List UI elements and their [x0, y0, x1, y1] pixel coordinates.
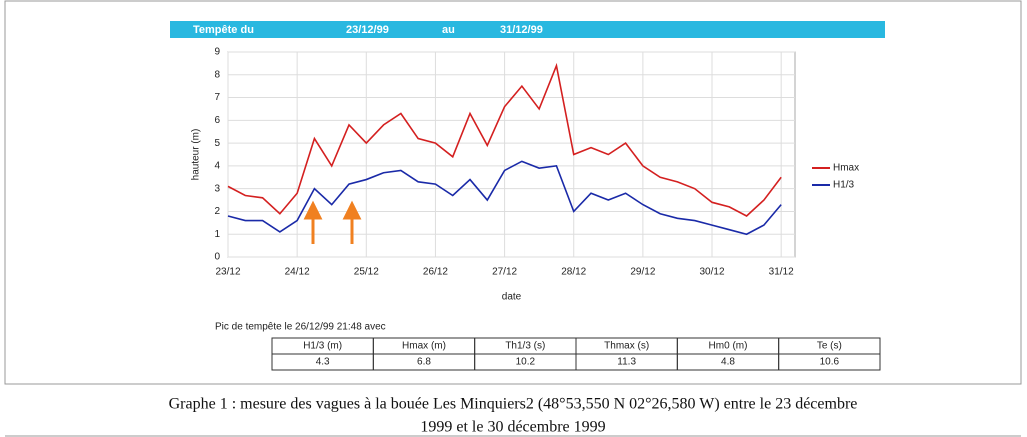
- table-text: H1/3 (m): [303, 341, 342, 352]
- header-end: 31/12/99: [500, 24, 543, 36]
- table-text: Thmax (s): [604, 341, 649, 352]
- peak-text: Pic de tempête le 26/12/99 21:48 avec: [215, 322, 386, 333]
- header-between: au: [442, 24, 455, 36]
- y-tick-label: 0: [214, 252, 220, 263]
- y-axis-label: hauteur (m): [191, 129, 202, 181]
- x-tick-label: 28/12: [561, 267, 586, 278]
- y-tick-label: 6: [214, 115, 220, 126]
- series-line: [227, 160, 782, 236]
- chart: 0 1 2 3 4 5 6 7 8 9 23/12 24/12 25/12 26/12 27/12 28/12…: [191, 47, 859, 303]
- y-tick-label: 2: [214, 206, 220, 217]
- table-text: Th1/3 (s): [505, 341, 545, 352]
- table-text: 4.3: [316, 357, 330, 368]
- x-tick-label: 29/12: [630, 267, 655, 278]
- x-tick-label: 26/12: [423, 267, 448, 278]
- x-tick-label: 30/12: [700, 267, 725, 278]
- y-tick-label: 8: [214, 69, 220, 80]
- x-tick-label: 24/12: [285, 267, 310, 278]
- legend-label: H1/3: [833, 180, 855, 191]
- x-tick-label: 23/12: [215, 267, 240, 278]
- table-cell: [778, 353, 881, 371]
- table-text: 10.2: [516, 357, 536, 368]
- table-text: 10.6: [820, 357, 840, 368]
- arrow: [303, 200, 323, 244]
- y-tick-label: 5: [214, 138, 220, 149]
- table-text: 6.8: [417, 357, 431, 368]
- y-tick-label: 4: [214, 161, 220, 172]
- legend-label: Hmax: [833, 163, 859, 174]
- x-tick-label: 31/12: [769, 267, 794, 278]
- x-tick-label: 25/12: [354, 267, 379, 278]
- x-tick-label: 27/12: [492, 267, 517, 278]
- table-text: Hmax (m): [402, 341, 446, 352]
- header-start: 23/12/99: [346, 24, 389, 36]
- table-text: 11.3: [617, 357, 636, 368]
- y-tick-label: 9: [214, 47, 220, 58]
- caption: Graphe 1 : mesure des vagues à la bouée …: [169, 396, 858, 413]
- arrow: [342, 200, 362, 244]
- caption: 1999 et le 30 décembre 1999: [420, 419, 605, 436]
- table-text: Hm0 (m): [709, 341, 748, 352]
- x-axis-label: date: [502, 292, 522, 303]
- y-tick-label: 3: [214, 183, 220, 194]
- table-text: Te (s): [817, 341, 842, 352]
- header-label: Tempête du: [193, 24, 254, 36]
- y-tick-label: 1: [214, 229, 220, 240]
- frame: [4, 0, 1022, 385]
- series-line: [227, 62, 782, 217]
- header-bar: [170, 21, 885, 38]
- table-text: 4.8: [721, 357, 735, 368]
- table: H1/3 (m) Hmax (m) Th1/3 (s) Thmax (s) Hm0 (m…: [271, 337, 881, 371]
- y-tick-label: 7: [214, 92, 220, 103]
